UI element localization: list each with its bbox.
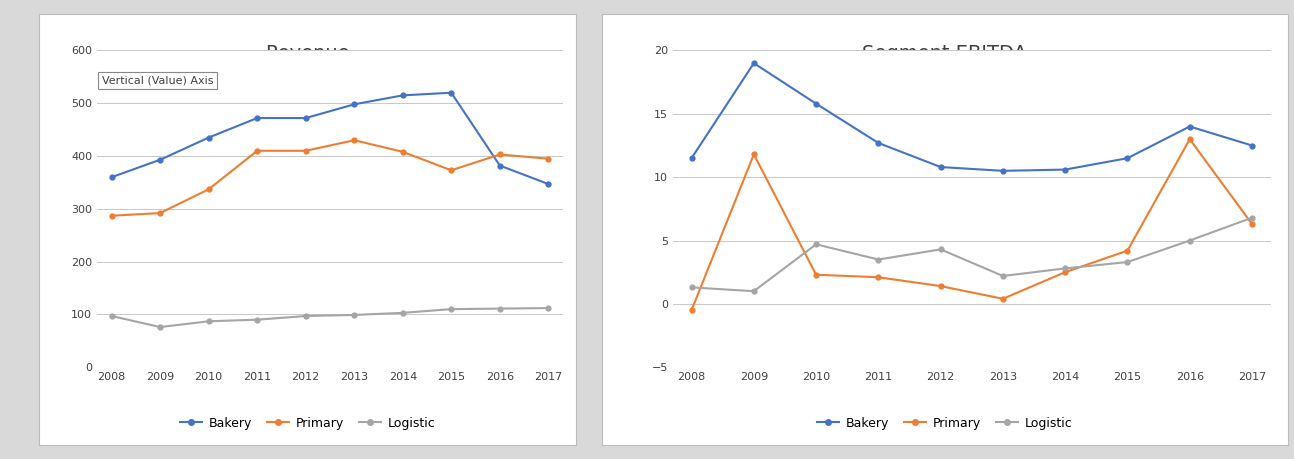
Primary — [250, 148, 265, 153]
Logistic — [871, 257, 886, 262]
Primary — [995, 296, 1011, 302]
Primary — [683, 308, 699, 313]
Logistic — [1245, 215, 1260, 220]
Logistic — [1119, 259, 1135, 265]
Line: Logistic: Logistic — [109, 306, 551, 330]
Bakery — [747, 61, 762, 66]
Primary — [395, 149, 410, 155]
Primary — [1119, 248, 1135, 253]
Bakery — [201, 135, 216, 140]
Primary — [1057, 269, 1073, 275]
Logistic — [250, 317, 265, 322]
Bakery — [250, 115, 265, 121]
Primary — [492, 152, 507, 157]
Bakery — [541, 181, 556, 187]
Primary — [444, 168, 459, 173]
Bakery — [809, 101, 824, 106]
Primary — [153, 210, 168, 216]
Bakery — [1119, 156, 1135, 161]
Primary — [298, 148, 313, 153]
Logistic — [933, 246, 949, 252]
Bakery — [444, 90, 459, 95]
Logistic — [1057, 266, 1073, 271]
Primary — [809, 272, 824, 278]
Primary — [747, 151, 762, 157]
Logistic — [1181, 238, 1197, 243]
Line: Primary: Primary — [690, 137, 1254, 313]
Primary — [933, 283, 949, 289]
Primary — [541, 156, 556, 162]
Bakery — [347, 101, 362, 107]
Logistic — [492, 306, 507, 311]
Primary — [347, 138, 362, 143]
Primary — [1181, 136, 1197, 142]
Logistic — [395, 310, 410, 316]
Bakery — [1245, 143, 1260, 148]
Bakery — [395, 93, 410, 98]
Bakery — [1057, 167, 1073, 172]
Legend: Bakery, Primary, Logistic: Bakery, Primary, Logistic — [811, 412, 1078, 435]
Logistic — [747, 288, 762, 294]
Logistic — [298, 313, 313, 319]
Logistic — [995, 273, 1011, 279]
Line: Bakery: Bakery — [109, 90, 551, 186]
Logistic — [809, 241, 824, 247]
Logistic — [444, 307, 459, 312]
Text: Vertical (Value) Axis: Vertical (Value) Axis — [102, 76, 214, 86]
Logistic — [201, 319, 216, 324]
Primary — [104, 213, 119, 218]
Bakery — [153, 157, 168, 162]
Text: Segment EBITDA: Segment EBITDA — [862, 44, 1027, 63]
Line: Primary: Primary — [109, 138, 551, 218]
Bakery — [871, 140, 886, 146]
Logistic — [541, 305, 556, 311]
Primary — [201, 186, 216, 192]
Text: Revenue: Revenue — [265, 44, 349, 63]
Primary — [871, 274, 886, 280]
Logistic — [347, 312, 362, 318]
Bakery — [104, 174, 119, 180]
Bakery — [1181, 124, 1197, 129]
Bakery — [492, 163, 507, 168]
Bakery — [683, 156, 699, 161]
Legend: Bakery, Primary, Logistic: Bakery, Primary, Logistic — [175, 412, 440, 435]
Bakery — [298, 115, 313, 121]
Logistic — [683, 285, 699, 290]
Line: Bakery: Bakery — [690, 61, 1254, 173]
Bakery — [995, 168, 1011, 174]
Line: Logistic: Logistic — [690, 215, 1254, 294]
Bakery — [933, 164, 949, 170]
Primary — [1245, 221, 1260, 227]
Logistic — [104, 313, 119, 319]
Logistic — [153, 325, 168, 330]
